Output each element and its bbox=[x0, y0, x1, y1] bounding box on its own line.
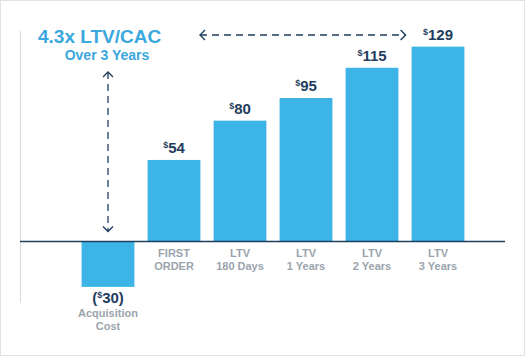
data-label: $129 bbox=[423, 26, 453, 43]
bar bbox=[280, 98, 333, 242]
category-label: LTV2 Years bbox=[353, 247, 391, 272]
category-label: LTV3 Years bbox=[419, 247, 457, 272]
y-axis bbox=[20, 31, 21, 303]
dashed-line bbox=[200, 34, 406, 35]
y-axis-line bbox=[20, 31, 21, 303]
category-label: FIRSTORDER bbox=[154, 247, 194, 272]
baseline bbox=[20, 241, 505, 243]
arrow-head bbox=[103, 227, 113, 232]
arrow-head bbox=[401, 30, 406, 40]
data-label: $95 bbox=[295, 77, 317, 94]
background bbox=[1, 1, 525, 356]
bar bbox=[148, 160, 201, 242]
bar bbox=[412, 47, 465, 242]
data-label: $54 bbox=[163, 139, 185, 156]
bar bbox=[82, 242, 135, 287]
data-label: $80 bbox=[229, 100, 251, 117]
category-label: LTV180 Days bbox=[216, 247, 264, 272]
bar bbox=[214, 121, 267, 242]
data-label: ($30) bbox=[92, 289, 124, 306]
annotation-title: 4.3x LTV/CAC bbox=[38, 26, 161, 47]
annotation-arrows bbox=[103, 30, 406, 232]
annotation-subtitle: Over 3 Years bbox=[65, 47, 150, 63]
arrow-head bbox=[200, 30, 205, 40]
bar bbox=[346, 68, 399, 242]
data-label: $115 bbox=[357, 47, 386, 64]
category-label: AcquisitionCost bbox=[78, 307, 138, 332]
dashed-line bbox=[107, 72, 108, 232]
chart: ($30) $54 $80 $95 $115 $129 AcquisitionCost FIR… bbox=[0, 0, 525, 356]
bars bbox=[82, 47, 465, 287]
arrow-head bbox=[103, 72, 113, 77]
category-label: LTV1 Years bbox=[287, 247, 325, 272]
